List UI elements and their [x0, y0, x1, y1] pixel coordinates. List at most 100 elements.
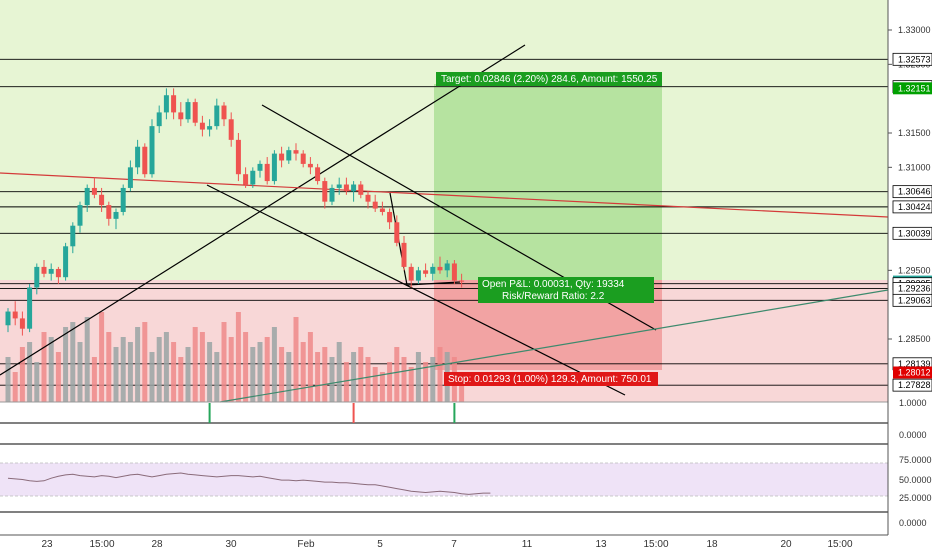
volume-bar — [63, 327, 69, 402]
candle-body — [163, 95, 169, 113]
volume-bar — [315, 352, 321, 402]
level-tag — [892, 226, 932, 240]
time-tick: 20 — [780, 539, 792, 550]
level-tag-label: 1.30424 — [898, 202, 931, 212]
candle-body — [207, 126, 213, 130]
volume-bar — [408, 367, 414, 402]
volume-bar — [336, 342, 342, 402]
time-tick: 30 — [225, 539, 237, 550]
candle-body — [336, 184, 342, 188]
horizontal-levels — [0, 58, 888, 386]
base-line[interactable] — [406, 281, 461, 286]
resistance-trend-line[interactable] — [0, 172, 889, 218]
candle-body — [70, 225, 76, 247]
candle-body — [286, 150, 292, 161]
candle-body — [379, 208, 385, 212]
rsi-tick: 25.0000 — [899, 493, 932, 503]
candle-body — [430, 266, 436, 274]
time-tick: 28 — [151, 539, 163, 550]
candle-body — [120, 187, 126, 212]
target-label: Target: 0.02846 (2.20%) 284.6, Amount: 1… — [441, 74, 658, 85]
candle-body — [34, 266, 40, 288]
candle-body — [149, 126, 155, 175]
channel-lower-line[interactable] — [206, 184, 626, 396]
indicator-tick: 0.0000 — [899, 430, 927, 440]
volume-bar — [41, 332, 47, 402]
time-tick: 15:00 — [89, 539, 114, 550]
time-tick: 18 — [706, 539, 718, 550]
indicator-pane[interactable] — [0, 401, 888, 445]
target-box — [434, 84, 662, 280]
ascending-trend-line[interactable] — [0, 44, 526, 376]
volume-bar — [430, 357, 436, 402]
candle-body — [48, 268, 54, 274]
volume-bar — [106, 332, 112, 402]
level-tag — [892, 185, 932, 199]
volume-bar — [135, 327, 141, 402]
level-tag-label: 1.29236 — [898, 283, 931, 293]
candle-body — [99, 194, 105, 206]
candle-body — [235, 139, 241, 175]
level-tag-label: 1.29063 — [898, 295, 931, 305]
volume-bar — [379, 372, 385, 402]
trend-lines[interactable] — [0, 44, 889, 403]
volume-bar — [221, 322, 227, 402]
candle-body — [55, 268, 61, 278]
volume-bar — [19, 347, 25, 402]
pnl-label-box — [478, 277, 654, 303]
signal-bars — [208, 403, 456, 423]
volume-bars — [5, 312, 465, 402]
candle-body — [106, 205, 112, 219]
candle-body — [264, 163, 270, 182]
candle-body — [394, 222, 400, 243]
candle-body — [322, 181, 328, 202]
candle-body — [408, 266, 414, 281]
volume-bar — [286, 352, 292, 402]
signal-bar — [352, 403, 355, 423]
support-trend-line[interactable] — [219, 289, 889, 403]
candle-body — [459, 280, 465, 282]
candle-body — [300, 153, 306, 164]
time-axis[interactable]: 23 15:00 28 30 Feb 5 7 11 13 15:00 18 20… — [41, 539, 853, 550]
candle-body — [415, 270, 421, 281]
volume-bar — [243, 332, 249, 402]
candle-body — [192, 102, 198, 123]
level-tag — [892, 293, 932, 307]
time-tick: 15:00 — [643, 539, 668, 550]
volume-bar — [343, 362, 349, 402]
volume-bar — [207, 342, 213, 402]
indicator-axis: 1.0000 0.0000 75.0000 50.0000 25.0000 0.… — [899, 398, 932, 528]
time-tick: 11 — [522, 539, 533, 550]
volume-bar — [250, 347, 256, 402]
volume-bar — [351, 352, 357, 402]
level-tag — [892, 378, 932, 392]
volume-bar — [279, 347, 285, 402]
price-tick-label: 1.28500 — [898, 334, 931, 344]
candle-body — [221, 105, 227, 120]
rsi-pane[interactable] — [0, 462, 888, 513]
volume-bar — [257, 342, 263, 402]
candle-body — [279, 153, 285, 161]
candle-body — [171, 95, 177, 113]
candle-body — [444, 263, 450, 271]
candle-body — [307, 163, 313, 168]
stop-label-box — [444, 372, 658, 386]
level-tag — [892, 200, 932, 214]
volume-bar — [171, 342, 177, 402]
rr-label: Risk/Reward Ratio: 2.2 — [502, 291, 605, 302]
volume-bar — [156, 337, 162, 402]
candle-body — [250, 170, 256, 185]
candle-body — [271, 153, 277, 182]
volume-bar — [401, 357, 407, 402]
volume-bar — [192, 327, 198, 402]
volume-bar — [142, 322, 148, 402]
volume-bar — [372, 367, 378, 402]
volume-bar — [214, 352, 220, 402]
candle-body — [401, 242, 407, 267]
volume-bar — [77, 342, 83, 402]
target-label-box — [436, 72, 662, 86]
time-tick: 7 — [451, 539, 457, 550]
volume-bar — [163, 332, 169, 402]
